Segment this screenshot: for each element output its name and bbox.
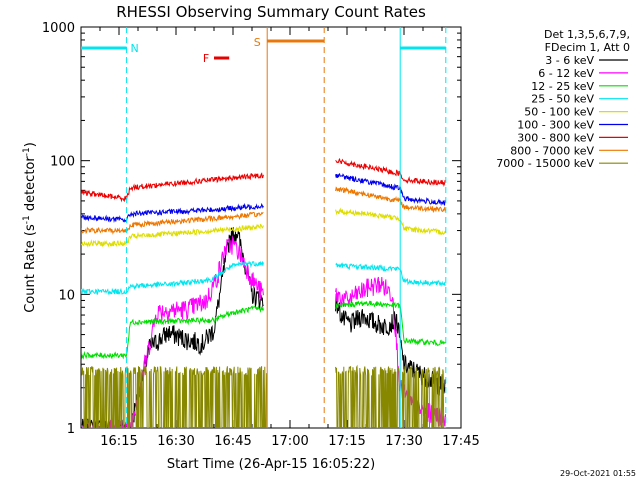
- series-800_7000keV-line: [335, 186, 447, 213]
- legend-entry-label: 25 - 50 keV: [531, 93, 594, 106]
- data-layer: [81, 157, 447, 428]
- x-tick-label: 17:30: [385, 434, 422, 449]
- legend-entry-label: 3 - 6 keV: [545, 54, 594, 67]
- x-tick-label: 17:00: [271, 434, 308, 449]
- legend-entry-label: 300 - 800 keV: [517, 131, 594, 144]
- x-axis-label: Start Time (26-Apr-15 16:05:22): [167, 457, 375, 472]
- series-300_800keV-line: [335, 157, 446, 187]
- plot-timestamp: 29-Oct-2021 01:55: [560, 469, 636, 478]
- y-tick-label: 10: [58, 288, 75, 303]
- x-tick-label: 17:15: [328, 434, 365, 449]
- legend-entry-label: 12 - 25 keV: [531, 80, 594, 93]
- flag-N-label: N: [130, 42, 138, 55]
- legend-header-line: Det 1,3,5,6,7,9,: [544, 28, 630, 41]
- y-axis-label-part: -1: [22, 147, 32, 156]
- legend-entry-label: 100 - 300 keV: [517, 119, 594, 132]
- series-300_800keV-line: [81, 172, 264, 203]
- y-axis-label-part: ): [23, 142, 38, 147]
- y-axis-label-part: Count Rate (s: [23, 224, 38, 313]
- series-50_100keV-line: [335, 207, 446, 235]
- legend-entry-label: 50 - 100 keV: [524, 106, 594, 119]
- y-tick-label: 100: [50, 155, 75, 170]
- y-tick-label: 1: [67, 422, 75, 437]
- legend-entry-label: 6 - 12 keV: [538, 67, 594, 80]
- series-7000_15000keV-line: [81, 364, 446, 428]
- legend-entry-label: 7000 - 15000 keV: [496, 157, 594, 170]
- y-axis-label-part: detector: [23, 156, 38, 216]
- series-6_12keV-line: [81, 235, 264, 428]
- chart-title: RHESSI Observing Summary Count Rates: [116, 3, 426, 21]
- legend-entry-label: 800 - 7000 keV: [510, 144, 594, 157]
- series-25_50keV-line: [335, 262, 446, 288]
- series-100_300keV-line: [81, 202, 264, 223]
- x-tick-label: 16:30: [157, 434, 194, 449]
- legend-header-line: FDecim 1, Att 0: [545, 41, 630, 54]
- series-50_100keV-line: [81, 223, 264, 248]
- x-tick-label: 16:15: [100, 434, 137, 449]
- y-axis-label-part: -1: [22, 215, 32, 224]
- x-tick-label: 16:45: [214, 434, 251, 449]
- flag-F-label: F: [203, 52, 209, 65]
- series-800_7000keV-line: [81, 211, 264, 235]
- flag-S-label: S: [254, 36, 261, 49]
- y-tick-label: 1000: [42, 21, 75, 36]
- series-12_25keV-line: [81, 305, 264, 360]
- series-25_50keV-line: [81, 260, 264, 296]
- y-axis-label: Count Rate (s-1 detector-1): [22, 142, 38, 313]
- x-tick-label: 17:45: [442, 434, 479, 449]
- series-12_25keV-line: [335, 300, 447, 347]
- series-100_300keV-line: [335, 173, 446, 207]
